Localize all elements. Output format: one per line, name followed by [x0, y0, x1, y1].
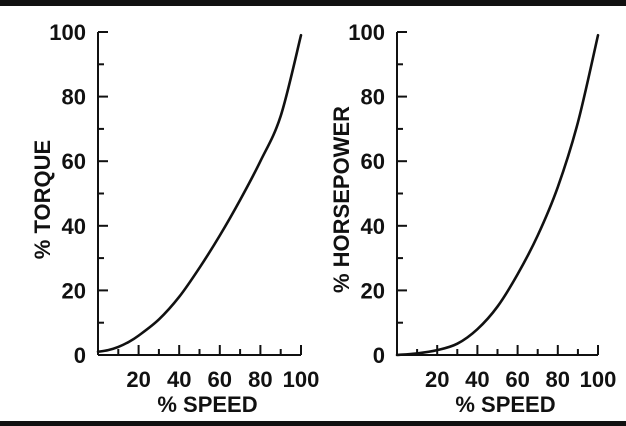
torque-y-tick-label: 80: [62, 85, 86, 110]
bottom-rule: [0, 421, 626, 426]
torque-y-tick-label: 40: [62, 214, 86, 239]
horsepower-series-line: [395, 33, 600, 357]
torque-series-line: [96, 33, 303, 354]
horsepower-x-tick-label: 40: [465, 367, 489, 392]
torque-x-axis-title: % SPEED: [157, 392, 257, 417]
horsepower-x-tick-label: 20: [425, 367, 449, 392]
torque-y-tick-label: 0: [74, 343, 86, 368]
horsepower-y-tick-label: 0: [373, 343, 385, 368]
torque-x-tick-label: 100: [283, 367, 320, 392]
torque-x-tick-label: 40: [167, 367, 191, 392]
horsepower-y-axis-title: % HORSEPOWER: [329, 106, 354, 293]
horsepower-x-tick-label: 80: [546, 367, 570, 392]
torque-x-tick-label: 80: [248, 367, 272, 392]
torque-x-tick-label: 60: [208, 367, 232, 392]
horsepower-y-tick-label: 60: [361, 149, 385, 174]
horsepower-x-tick-label: 100: [580, 367, 617, 392]
torque-y-tick-label: 60: [62, 149, 86, 174]
top-rule: [0, 0, 626, 6]
horsepower-x-axis-title: % SPEED: [455, 392, 555, 417]
horsepower-x-tick-label: 60: [505, 367, 529, 392]
torque-y-tick-label: 100: [49, 20, 86, 45]
torque-y-tick-label: 20: [62, 278, 86, 303]
horsepower-y-tick-label: 20: [361, 278, 385, 303]
horsepower-y-tick-label: 40: [361, 214, 385, 239]
torque-x-tick-label: 20: [126, 367, 150, 392]
horsepower-y-tick-label: 80: [361, 85, 385, 110]
torque-y-axis-title: % TORQUE: [30, 140, 55, 259]
horsepower-y-tick-label: 100: [348, 20, 385, 45]
